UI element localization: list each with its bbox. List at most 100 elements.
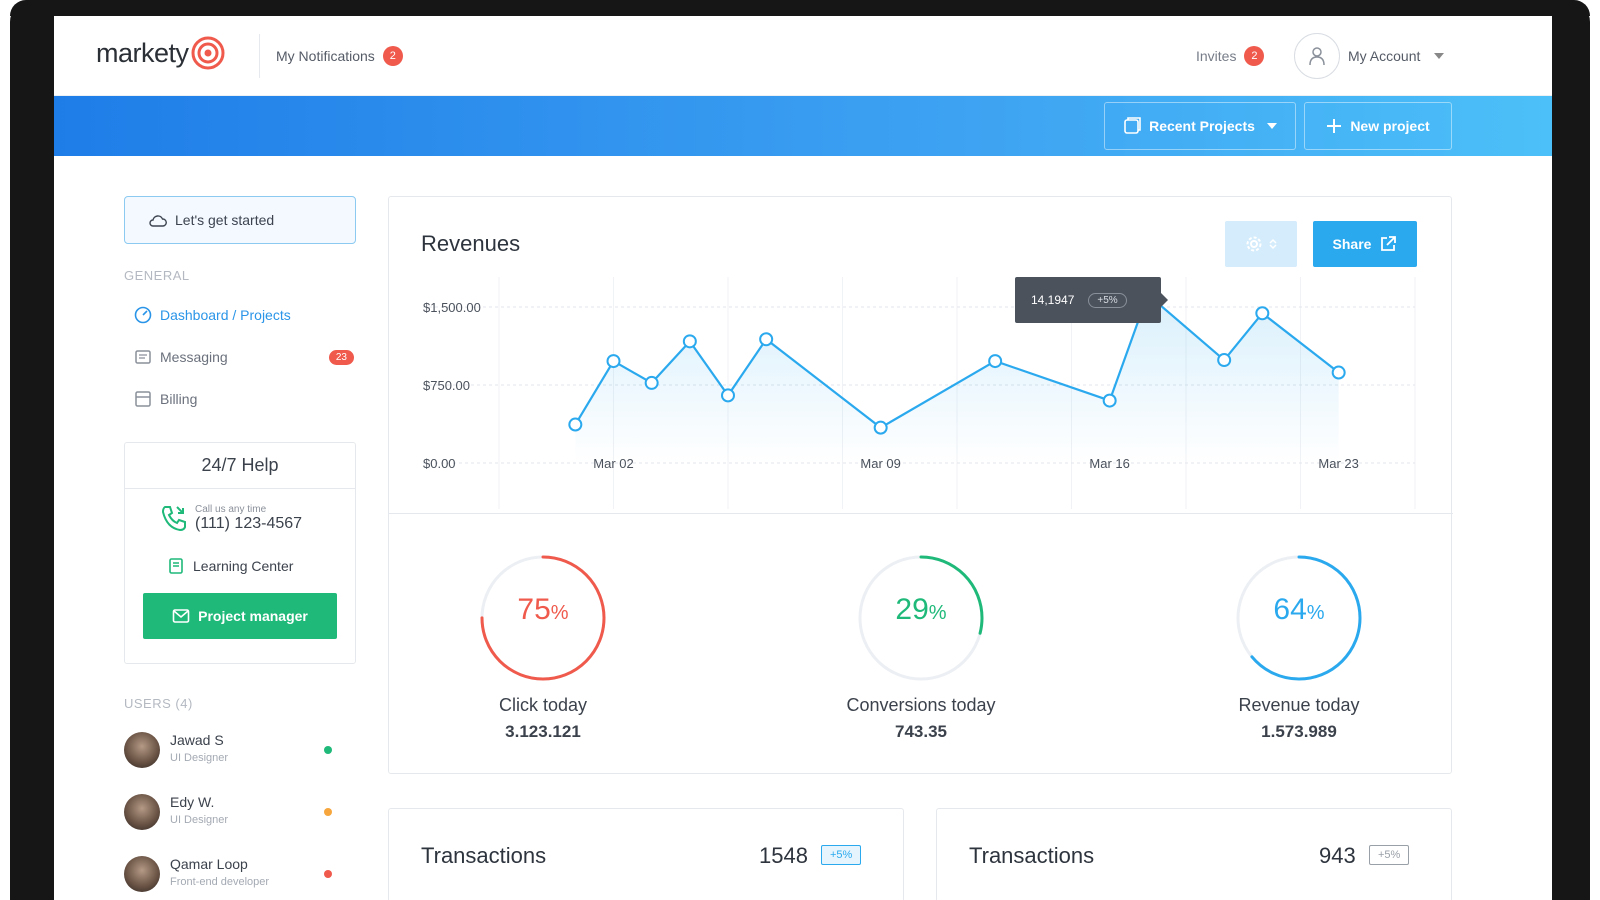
user-name: Jawad S — [170, 732, 224, 748]
card-divider — [389, 513, 1453, 514]
device-bezel-top — [10, 0, 1590, 16]
conversions-label: Conversions today — [846, 695, 996, 715]
help-title: 24/7 Help — [125, 443, 355, 489]
conversions-percent-value: 29 — [895, 593, 929, 626]
device-bezel-right — [1552, 0, 1590, 900]
revenue-today-label: Revenue today — [1238, 695, 1360, 715]
target-logo-icon — [191, 36, 225, 70]
help-panel: 24/7 Help Call us any time (111) 123-456… — [124, 442, 356, 664]
percent-sign: % — [550, 602, 569, 624]
revenue-card: Revenues Share $1,500.00 $750.00 $0.00 Mar — [388, 196, 1453, 774]
revenue-area — [575, 294, 1339, 463]
user-list-item[interactable]: Qamar Loop Front-end developer — [124, 856, 364, 896]
phone-icon — [161, 506, 186, 532]
transactions-count: 1548 — [759, 843, 808, 868]
sort-icon — [1269, 238, 1277, 250]
sidebar-item-billing[interactable]: Billing — [134, 387, 354, 411]
transactions-title: Transactions — [969, 843, 1095, 868]
transactions-change-badge: +5% — [821, 845, 862, 865]
tooltip-value: 14,1947 — [1031, 293, 1075, 307]
tooltip-change-badge: +5% — [1088, 292, 1127, 308]
user-list-item[interactable]: Edy W. UI Designer — [124, 794, 364, 834]
clicks-percent: 75% — [473, 593, 613, 627]
user-icon — [1309, 47, 1325, 66]
transactions-count: 943 — [1319, 843, 1356, 868]
recent-projects-button[interactable]: Recent Projects — [1104, 102, 1296, 150]
revenue-chart: $1,500.00 $750.00 $0.00 Mar 02 Mar 09 Mar 16 M… — [389, 277, 1453, 509]
share-icon — [1381, 236, 1397, 251]
conversions-number: 743.35 — [895, 722, 947, 741]
invites-link[interactable]: Invites 2 — [1196, 46, 1265, 66]
messaging-icon — [135, 350, 151, 364]
logo-text: markety — [96, 37, 189, 68]
data-point — [1217, 353, 1232, 368]
brand-logo[interactable]: markety — [96, 36, 225, 70]
avatar — [124, 856, 160, 892]
transactions-card: Transactions 1548 +5% — [388, 808, 904, 900]
user-role: UI Designer — [170, 814, 229, 826]
call-us-caption: Call us any time — [195, 503, 267, 515]
chart-settings-button[interactable] — [1225, 221, 1297, 267]
project-manager-label: Project manager — [198, 608, 308, 624]
data-point — [721, 388, 735, 403]
recent-projects-label: Recent Projects — [1149, 118, 1255, 134]
online-status-dot — [324, 746, 332, 754]
project-manager-button[interactable]: Project manager — [143, 593, 337, 639]
clicks-number: 3.123.121 — [505, 722, 581, 741]
data-point — [606, 354, 621, 369]
data-point — [1102, 393, 1117, 408]
cloud-icon — [149, 215, 167, 227]
projects-icon — [1124, 117, 1141, 134]
invites-label: Invites — [1196, 48, 1237, 64]
data-point — [644, 375, 659, 390]
mail-icon — [172, 609, 190, 623]
user-name: Edy W. — [170, 794, 215, 810]
busy-status-dot — [324, 870, 332, 878]
y-tick-label: $0.00 — [423, 456, 456, 471]
gear-icon — [1246, 236, 1262, 252]
account-label: My Account — [1348, 48, 1421, 64]
revenue-title: Revenues — [421, 231, 521, 256]
revenue-line-chart: $1,500.00$750.00$0.00 Mar 02 Mar 09 Mar 16 M… — [423, 277, 1416, 509]
share-label: Share — [1332, 236, 1372, 252]
messaging-count-badge: 23 — [328, 349, 354, 365]
lets-get-started-button[interactable]: Let's get started — [124, 196, 356, 244]
percent-sign: % — [1306, 602, 1325, 624]
kpi-revenue: 64% Revenue today 1.573.989 — [1229, 553, 1369, 742]
revenue-today-number: 1.573.989 — [1261, 722, 1337, 741]
phone-number: (111) 123-4567 — [195, 514, 303, 532]
data-point — [1331, 365, 1346, 380]
general-section-label: GENERAL — [124, 268, 190, 283]
notifications-link[interactable]: My Notifications 2 — [276, 46, 403, 66]
user-list-item[interactable]: Jawad S UI Designer — [124, 732, 364, 772]
chart-tooltip: 14,1947 +5% — [1015, 277, 1168, 323]
lets-get-started-label: Let's get started — [175, 212, 275, 228]
clicks-progress-ring — [480, 555, 606, 681]
invites-count-badge: 2 — [1244, 46, 1265, 66]
sidebar-item-dashboard[interactable]: Dashboard / Projects — [134, 303, 354, 327]
new-project-button[interactable]: New project — [1304, 102, 1452, 150]
dashboard-icon — [134, 306, 152, 324]
learning-center-link[interactable]: Learning Center — [167, 557, 293, 575]
transactions-card: Transactions 943 +5% — [936, 808, 1452, 900]
y-tick-label: $1,500.00 — [423, 300, 481, 315]
share-button[interactable]: Share — [1313, 221, 1417, 267]
plus-icon — [1327, 119, 1342, 133]
device-bezel-left — [10, 0, 54, 900]
app-screen: markety My Notifications 2 Invites 2 — [54, 16, 1552, 900]
sidebar-item-messaging[interactable]: Messaging 23 — [134, 345, 354, 369]
account-avatar — [1294, 33, 1340, 79]
avatar — [124, 794, 160, 830]
account-menu[interactable]: My Account — [1294, 33, 1445, 79]
revenue-percent-value: 64 — [1273, 593, 1307, 626]
revenue-percent: 64% — [1229, 593, 1369, 627]
chevron-down-icon — [1266, 123, 1277, 129]
data-point — [988, 354, 1003, 369]
clicks-percent-value: 75 — [517, 593, 551, 626]
users-section-label: USERS (4) — [124, 696, 193, 711]
call-us-link[interactable]: Call us any time (111) 123-4567 — [159, 503, 302, 533]
header-divider — [259, 34, 260, 78]
user-name: Qamar Loop — [170, 856, 248, 872]
conversions-progress-ring — [858, 555, 984, 681]
